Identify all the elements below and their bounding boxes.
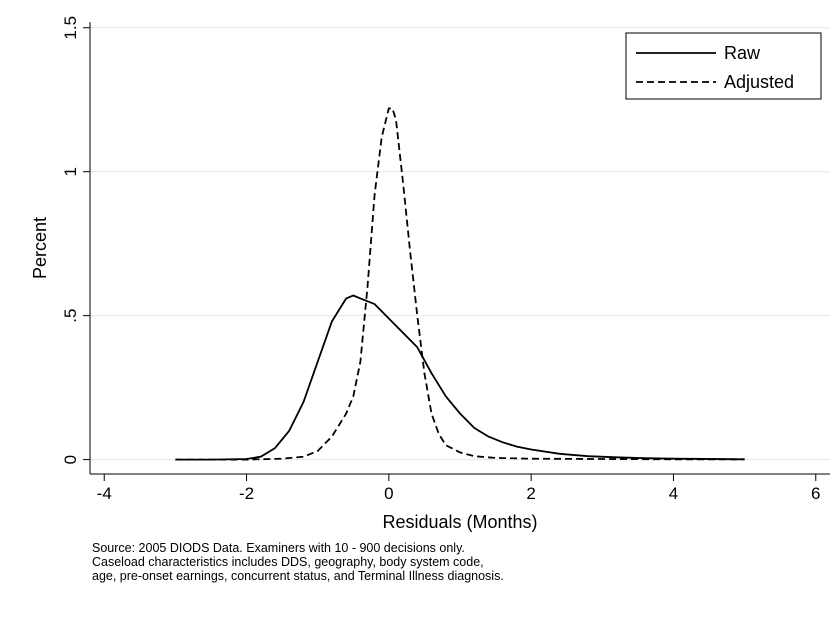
y-axis-title: Percent — [30, 217, 50, 279]
y-tick-label: 1.5 — [61, 16, 80, 40]
x-axis-title: Residuals (Months) — [382, 512, 537, 532]
y-tick-label: .5 — [61, 309, 80, 323]
x-tick-label: 6 — [811, 484, 820, 503]
y-tick-label: 0 — [61, 455, 80, 464]
source-note-line: Caseload characteristics includes DDS, g… — [92, 555, 484, 569]
source-note-line: Source: 2005 DIODS Data. Examiners with … — [92, 541, 465, 555]
x-tick-label: 2 — [526, 484, 535, 503]
source-notes: Source: 2005 DIODS Data. Examiners with … — [92, 541, 504, 583]
series-lines — [175, 107, 745, 461]
x-tick-label: 4 — [669, 484, 678, 503]
density-chart: 0 .5 1 1.5 -4 -2 0 2 4 6 Raw Adjusted Residuals (M… — [30, 16, 830, 532]
source-note-line: age, pre-onset earnings, concurrent stat… — [92, 569, 504, 583]
legend-label-raw: Raw — [724, 43, 761, 63]
legend-box — [625, 32, 822, 100]
x-tick-label: 0 — [384, 484, 393, 503]
x-tick-label: -2 — [239, 484, 254, 503]
legend: Raw Adjusted — [625, 32, 822, 100]
series-line-adjusted — [175, 107, 745, 461]
axes: 0 .5 1 1.5 -4 -2 0 2 4 6 — [61, 16, 830, 503]
series-line-raw — [175, 294, 745, 461]
y-tick-label: 1 — [61, 167, 80, 176]
legend-label-adjusted: Adjusted — [724, 72, 794, 92]
x-tick-label: -4 — [97, 484, 112, 503]
